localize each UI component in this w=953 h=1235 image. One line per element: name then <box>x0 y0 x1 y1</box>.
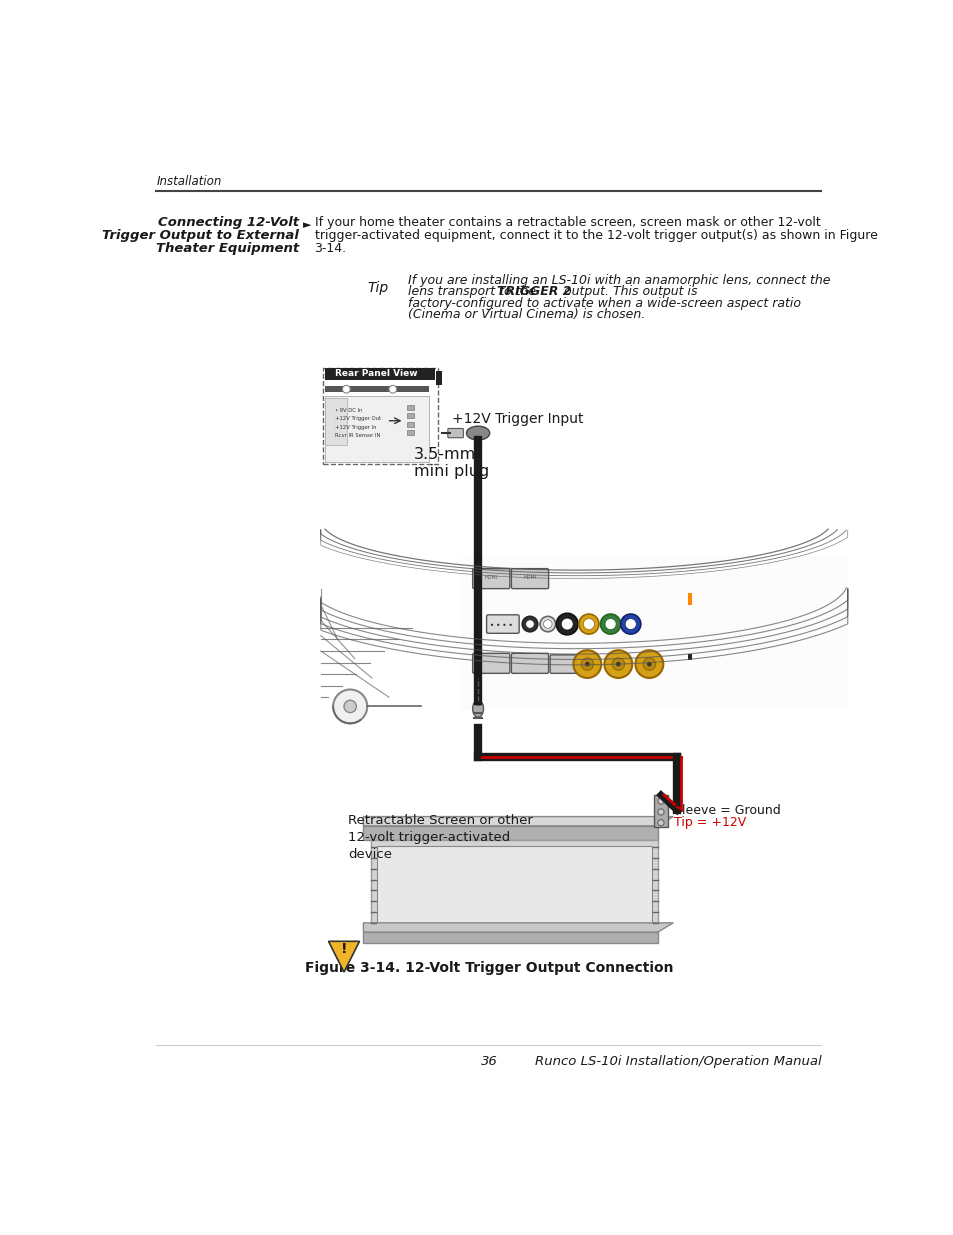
Circle shape <box>344 700 356 713</box>
Text: +12V Trigger Input: +12V Trigger Input <box>452 411 583 426</box>
Text: +12V Trigger In: +12V Trigger In <box>335 425 375 430</box>
Text: Tip = +12V: Tip = +12V <box>674 816 745 829</box>
Text: 3-14.: 3-14. <box>314 242 346 256</box>
Text: factory-configured to activate when a wide-screen aspect ratio: factory-configured to activate when a wi… <box>408 296 801 310</box>
Circle shape <box>658 820 663 826</box>
Text: Runco LS-10i Installation/Operation Manual: Runco LS-10i Installation/Operation Manu… <box>535 1055 821 1068</box>
Text: 36: 36 <box>480 1055 497 1068</box>
Ellipse shape <box>472 700 483 718</box>
Bar <box>436 370 442 384</box>
Circle shape <box>539 616 555 632</box>
FancyBboxPatch shape <box>447 429 463 437</box>
FancyBboxPatch shape <box>550 655 579 673</box>
Bar <box>406 430 414 436</box>
Text: Rear Panel View: Rear Panel View <box>335 369 417 378</box>
Bar <box>459 556 847 710</box>
Circle shape <box>658 809 663 815</box>
Text: Sleeve = Ground: Sleeve = Ground <box>674 804 781 818</box>
Text: HDMI: HDMI <box>523 574 536 579</box>
Circle shape <box>560 619 573 630</box>
Circle shape <box>624 619 636 630</box>
Circle shape <box>556 614 578 635</box>
Text: • 9V DC In: • 9V DC In <box>335 408 362 412</box>
Bar <box>363 826 658 840</box>
Text: trigger-activated equipment, connect it to the 12-volt trigger output(s) as show: trigger-activated equipment, connect it … <box>314 228 877 242</box>
Circle shape <box>578 614 598 634</box>
Circle shape <box>635 651 662 678</box>
Text: Retractable Screen or other
12-volt trigger-activated
device: Retractable Screen or other 12-volt trig… <box>348 814 532 861</box>
Circle shape <box>503 624 505 626</box>
Polygon shape <box>363 923 673 932</box>
Text: Tip: Tip <box>367 282 388 295</box>
Circle shape <box>646 662 651 667</box>
Bar <box>406 405 414 410</box>
Polygon shape <box>363 816 673 826</box>
Text: If you are installing an LS-10i with an anamorphic lens, connect the: If you are installing an LS-10i with an … <box>408 274 830 287</box>
Text: +12V Trigger Out: +12V Trigger Out <box>335 416 380 421</box>
Text: Figure 3-14. 12-Volt Trigger Output Connection: Figure 3-14. 12-Volt Trigger Output Conn… <box>304 961 673 974</box>
Bar <box>371 840 658 932</box>
Bar <box>325 368 435 380</box>
Text: Installation: Installation <box>156 175 222 188</box>
Text: Trigger Output to External: Trigger Output to External <box>102 228 298 242</box>
Circle shape <box>612 658 624 671</box>
FancyBboxPatch shape <box>511 568 548 589</box>
Bar <box>325 387 429 393</box>
Text: Theater Equipment: Theater Equipment <box>155 242 298 256</box>
Text: !: ! <box>340 942 347 956</box>
Circle shape <box>658 798 663 804</box>
Bar <box>325 396 429 462</box>
Text: (Cinema or Virtual Cinema) is chosen.: (Cinema or Virtual Cinema) is chosen. <box>408 309 645 321</box>
Text: output. This output is: output. This output is <box>559 285 697 299</box>
Circle shape <box>604 619 616 630</box>
Circle shape <box>333 689 367 724</box>
Polygon shape <box>328 941 359 972</box>
FancyBboxPatch shape <box>472 568 509 589</box>
Text: TRIGGER 2: TRIGGER 2 <box>497 285 572 299</box>
Circle shape <box>543 620 552 629</box>
Bar <box>476 682 480 705</box>
Text: If your home theater contains a retractable screen, screen mask or other 12-volt: If your home theater contains a retracta… <box>314 216 820 228</box>
FancyBboxPatch shape <box>511 653 548 673</box>
Circle shape <box>342 385 350 393</box>
Circle shape <box>497 624 498 626</box>
Bar <box>325 399 347 445</box>
Circle shape <box>582 619 594 630</box>
Bar <box>687 593 691 605</box>
Circle shape <box>509 624 511 626</box>
Text: HDMI: HDMI <box>484 574 497 579</box>
Circle shape <box>642 658 655 671</box>
Text: Connecting 12-Volt: Connecting 12-Volt <box>158 216 298 228</box>
Circle shape <box>573 651 600 678</box>
Text: 3.5-mm
mini plug: 3.5-mm mini plug <box>414 447 489 479</box>
Circle shape <box>525 620 534 629</box>
Text: Rcvr IR Sensor IN: Rcvr IR Sensor IN <box>335 433 379 438</box>
FancyBboxPatch shape <box>472 653 509 673</box>
Bar <box>323 368 437 464</box>
Bar <box>406 421 414 427</box>
Bar <box>377 846 651 926</box>
Circle shape <box>604 651 632 678</box>
Circle shape <box>620 614 640 634</box>
Circle shape <box>616 662 620 667</box>
FancyBboxPatch shape <box>486 615 518 634</box>
Circle shape <box>584 662 589 667</box>
Text: lens transport to the: lens transport to the <box>408 285 540 299</box>
Circle shape <box>580 658 593 671</box>
Circle shape <box>599 614 620 634</box>
Bar <box>406 412 414 419</box>
Circle shape <box>491 624 493 626</box>
Text: ►: ► <box>303 220 311 230</box>
Ellipse shape <box>466 426 489 440</box>
Bar <box>654 795 667 827</box>
Circle shape <box>389 385 396 393</box>
Bar <box>687 655 691 661</box>
Bar <box>363 932 658 942</box>
Circle shape <box>521 616 537 632</box>
